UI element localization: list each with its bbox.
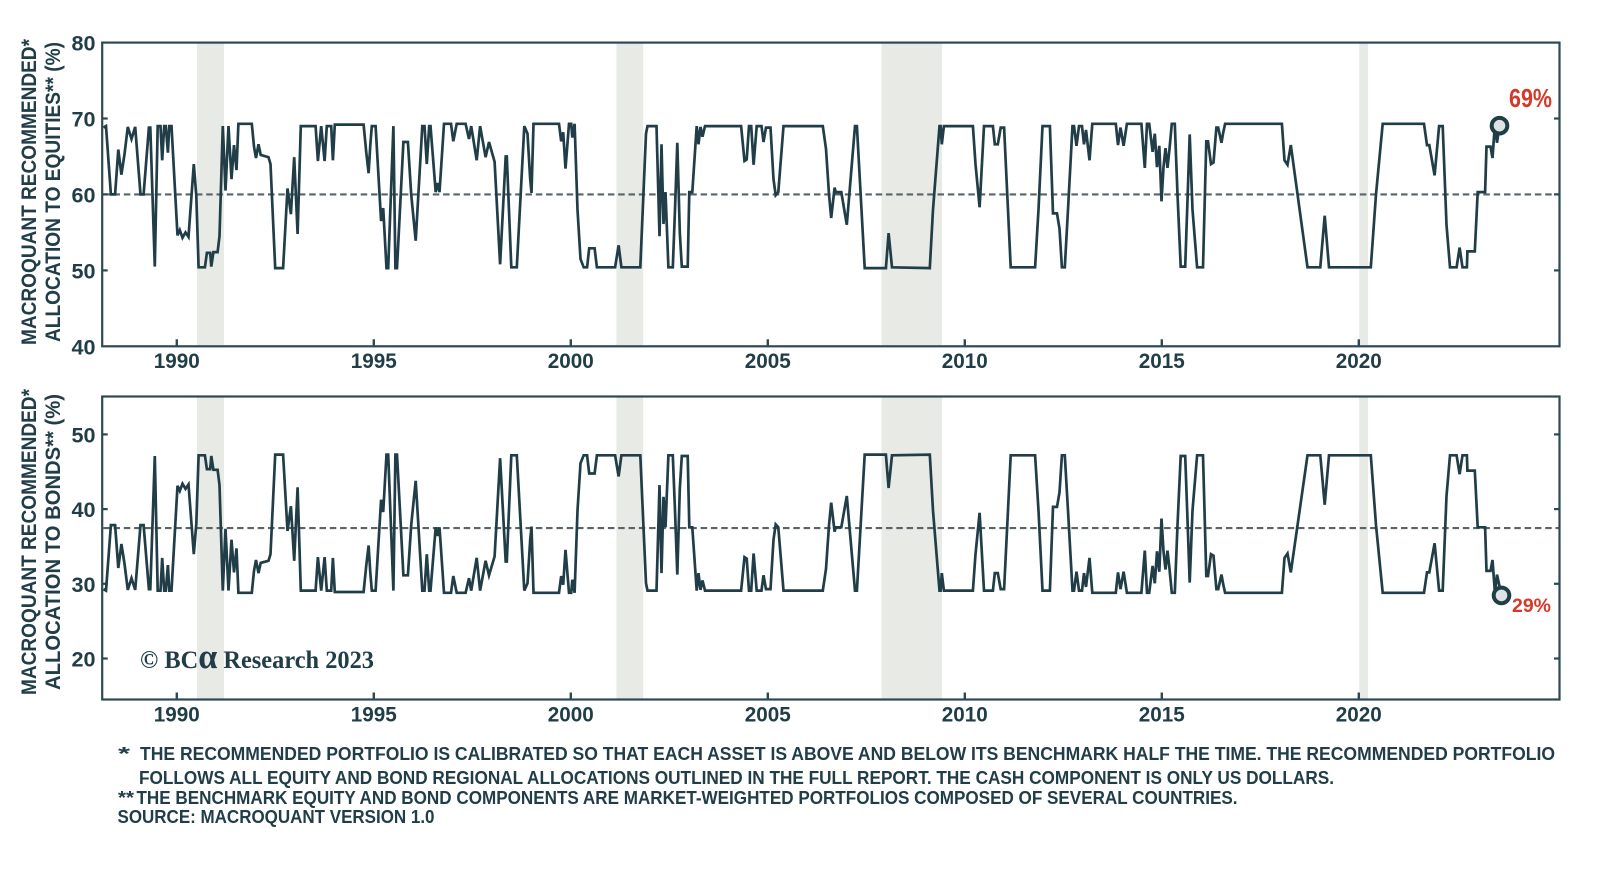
svg-text:70: 70	[72, 109, 96, 132]
svg-text:2005: 2005	[745, 703, 791, 726]
svg-text:MACROQUANT RECOMMENDED*: MACROQUANT RECOMMENDED*	[18, 38, 41, 345]
svg-text:40: 40	[72, 499, 96, 522]
svg-text:1995: 1995	[351, 703, 397, 726]
svg-text:2000: 2000	[548, 350, 594, 373]
svg-text:*: *	[118, 743, 131, 764]
svg-text:1990: 1990	[154, 350, 200, 373]
svg-text:2020: 2020	[1336, 350, 1382, 373]
svg-text:2005: 2005	[745, 350, 791, 373]
svg-text:80: 80	[72, 33, 96, 56]
svg-text:1995: 1995	[351, 350, 397, 373]
svg-text:2015: 2015	[1139, 350, 1185, 373]
svg-text:50: 50	[72, 424, 96, 447]
svg-text:1990: 1990	[154, 703, 200, 726]
svg-text:2000: 2000	[548, 703, 594, 726]
svg-text:50: 50	[72, 260, 96, 283]
svg-text:2010: 2010	[942, 350, 988, 373]
svg-text:69%: 69%	[1509, 83, 1552, 113]
svg-text:2020: 2020	[1336, 703, 1382, 726]
svg-text:40: 40	[72, 336, 96, 359]
svg-text:ALLOCATION TO EQUITIES** (%): ALLOCATION TO EQUITIES** (%)	[42, 42, 65, 342]
svg-text:60: 60	[72, 184, 96, 207]
svg-text:29%: 29%	[1512, 596, 1551, 617]
svg-text:**: **	[118, 787, 135, 808]
svg-text:20: 20	[72, 649, 96, 672]
svg-text:2015: 2015	[1139, 703, 1185, 726]
svg-text:THE BENCHMARK EQUITY AND BOND: THE BENCHMARK EQUITY AND BOND COMPONENTS…	[137, 787, 1238, 808]
svg-text:2010: 2010	[942, 703, 988, 726]
svg-text:SOURCE: MACROQUANT VERSION 1.0: SOURCE: MACROQUANT VERSION 1.0	[118, 806, 435, 827]
svg-text:30: 30	[72, 574, 96, 597]
svg-text:THE RECOMMENDED PORTFOLIO IS C: THE RECOMMENDED PORTFOLIO IS CALIBRATED …	[140, 743, 1555, 764]
svg-text:ALLOCATION TO BONDS** (%): ALLOCATION TO BONDS** (%)	[42, 394, 65, 690]
svg-text:MACROQUANT RECOMMENDED*: MACROQUANT RECOMMENDED*	[18, 388, 41, 695]
svg-text:FOLLOWS ALL EQUITY AND BOND RE: FOLLOWS ALL EQUITY AND BOND REGIONAL ALL…	[139, 767, 1334, 788]
